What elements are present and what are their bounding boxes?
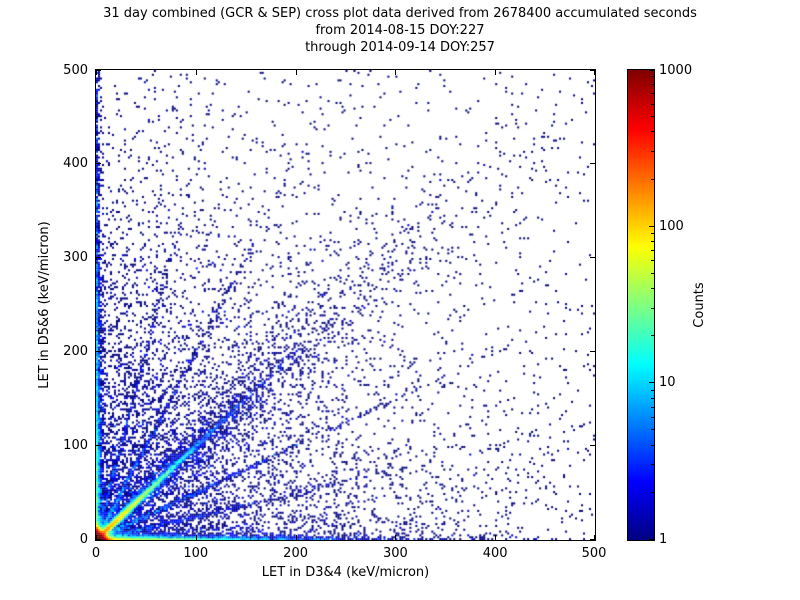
y-tick-mark [96, 257, 101, 258]
colorbar-minor-tick-mark [651, 93, 654, 95]
colorbar-label: Counts [692, 282, 707, 328]
y-tick-mark [96, 445, 101, 446]
colorbar-minor-tick-mark [651, 76, 654, 78]
colorbar-minor-tick-mark [651, 307, 654, 309]
colorbar-minor-tick-mark [651, 272, 654, 274]
y-tick-mark-right [590, 257, 595, 258]
y-tick-label: 200 [63, 344, 88, 359]
colorbar-minor-tick-mark [651, 464, 654, 466]
x-axis-label: LET in D3&4 (keV/micron) [261, 565, 430, 580]
scatter-heatmap-canvas [96, 70, 595, 540]
y-tick-mark [96, 70, 101, 71]
colorbar-minor-tick-mark [651, 417, 654, 419]
colorbar-minor-tick-mark [651, 84, 654, 86]
x-tick-mark-top [96, 70, 97, 75]
x-tick-label: 0 [91, 546, 101, 561]
colorbar-minor-tick-mark [651, 240, 654, 242]
x-tick-mark [594, 535, 595, 540]
colorbar-tick-mark [649, 70, 654, 71]
x-tick-mark [295, 535, 297, 540]
colorbar-minor-tick-mark [651, 103, 654, 105]
x-tick-mark [96, 535, 97, 540]
y-tick-label: 0 [79, 532, 88, 547]
y-tick-label: 500 [63, 63, 88, 78]
colorbar-minor-tick-mark [651, 335, 654, 337]
colorbar-minor-tick-mark [651, 444, 654, 446]
colorbar-minor-tick-mark [651, 429, 654, 431]
y-tick-label: 400 [63, 156, 88, 171]
y-tick-mark-right [590, 70, 595, 71]
chart-title-line3: through 2014-09-14 DOY:257 [305, 40, 495, 55]
x-tick-label: 500 [581, 546, 607, 561]
colorbar-minor-tick-mark [651, 232, 654, 234]
x-tick-mark-top [195, 70, 197, 75]
x-tick-mark [495, 535, 497, 540]
colorbar-tick-label: 10 [659, 375, 676, 391]
colorbar-tick-mark [649, 225, 654, 227]
plot-area [95, 69, 596, 541]
colorbar-minor-tick-mark [651, 150, 654, 152]
colorbar-minor-tick-mark [651, 116, 654, 118]
y-tick-mark-right [590, 445, 595, 446]
colorbar-minor-tick-mark [651, 491, 654, 493]
y-tick-mark [96, 539, 101, 540]
x-tick-mark [395, 535, 397, 540]
colorbar-gradient-canvas [628, 70, 654, 540]
x-tick-mark-top [495, 70, 497, 75]
colorbar-minor-tick-mark [651, 288, 654, 289]
x-tick-label: 200 [283, 546, 308, 561]
x-tick-mark-top [594, 70, 595, 75]
y-tick-mark-right [590, 539, 595, 540]
x-tick-mark-top [395, 70, 397, 75]
x-tick-label: 400 [482, 546, 508, 561]
colorbar-tick-mark [649, 382, 654, 384]
y-tick-label: 300 [63, 250, 88, 265]
colorbar-minor-tick-mark [651, 131, 654, 133]
y-tick-mark-right [590, 351, 595, 352]
colorbar-tick-label: 100 [659, 218, 684, 234]
y-tick-mark-right [590, 163, 595, 164]
colorbar-tick-label: 1 [659, 532, 668, 547]
chart-title-line2: from 2014-08-15 DOY:227 [315, 23, 485, 38]
colorbar-tick-label: 1000 [659, 63, 693, 78]
y-tick-label: 100 [63, 438, 88, 453]
colorbar-minor-tick-mark [651, 406, 654, 408]
colorbar-minor-tick-mark [651, 397, 654, 399]
y-axis-label: LET in D5&6 (keV/micron) [37, 221, 52, 389]
colorbar-minor-tick-mark [651, 260, 654, 262]
x-tick-label: 100 [183, 546, 209, 561]
y-tick-mark [96, 351, 101, 352]
x-tick-label: 300 [382, 546, 408, 561]
y-tick-mark [96, 163, 101, 164]
colorbar-minor-tick-mark [651, 389, 654, 391]
chart-title: 31 day combined (GCR & SEP) cross plot d… [0, 5, 800, 56]
chart-title-line1: 31 day combined (GCR & SEP) cross plot d… [103, 6, 697, 21]
x-tick-mark-top [295, 70, 297, 75]
colorbar-tick-mark [649, 539, 654, 540]
colorbar [627, 69, 655, 541]
colorbar-minor-tick-mark [651, 178, 654, 180]
colorbar-minor-tick-mark [651, 249, 654, 251]
x-tick-mark [195, 535, 197, 540]
